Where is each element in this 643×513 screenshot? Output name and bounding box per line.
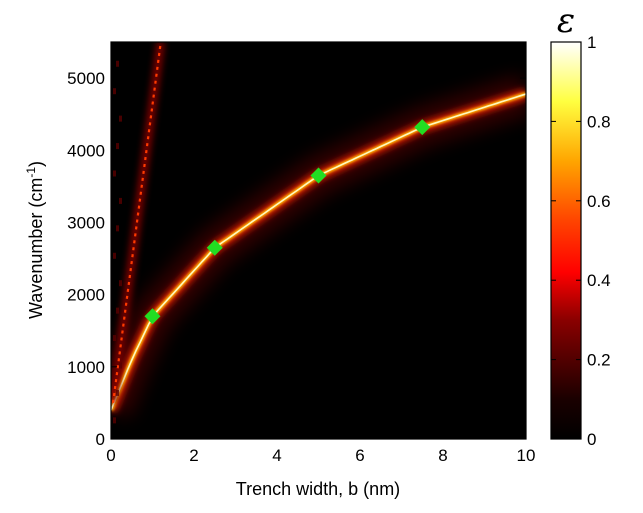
edge-feature <box>113 170 116 177</box>
y-axis: 0 1000 2000 3000 4000 5000 <box>67 69 526 449</box>
y-tick-label: 4000 <box>67 141 105 160</box>
colorbar-tick-label: 0.6 <box>587 192 611 211</box>
data-marker <box>144 308 161 325</box>
y-tick-label: 3000 <box>67 213 105 232</box>
y-axis-label-sup: -1 <box>24 167 38 178</box>
x-tick-label: 6 <box>355 446 364 465</box>
y-tick-label: 5000 <box>67 69 105 88</box>
y-tick-label: 2000 <box>67 286 105 305</box>
x-tick-label: 2 <box>189 446 198 465</box>
colorbar-tick-label: 0 <box>587 430 596 449</box>
y-tick-label: 0 <box>96 430 105 449</box>
edge-feature <box>113 252 116 259</box>
x-tick-label: 0 <box>106 446 115 465</box>
edge-feature <box>116 143 119 150</box>
colorbar-tick-label: 0.4 <box>587 271 611 290</box>
colorbar-tick-label: 0.2 <box>587 351 611 370</box>
data-marker <box>206 239 223 256</box>
data-marker <box>414 119 431 136</box>
colorbar-tick-label: 1 <box>587 33 596 52</box>
x-tick-label: 4 <box>272 446 281 465</box>
edge-feature <box>119 197 122 204</box>
colorbar-title: ε <box>557 1 575 41</box>
edge-feature <box>113 335 116 342</box>
edge-feature <box>113 88 116 95</box>
marker-layer <box>144 119 431 325</box>
edge-feature <box>119 362 122 369</box>
edge-feature <box>119 115 122 122</box>
edge-feature <box>119 280 122 287</box>
x-axis: 0 2 4 6 8 10 <box>106 42 535 465</box>
colorbar-tick-label: 0.8 <box>587 112 611 131</box>
y-axis-label-tail: ) <box>26 161 46 167</box>
x-tick-label: 10 <box>517 446 536 465</box>
edge-feature <box>116 389 119 396</box>
edge-feature <box>116 307 119 314</box>
secondary-resonance-line <box>111 42 162 404</box>
edge-feature <box>116 60 119 67</box>
x-axis-label: Trench width, b (nm) <box>236 479 400 499</box>
y-axis-label-main: Wavenumber (cm <box>26 178 46 319</box>
y-tick-label: 1000 <box>67 358 105 377</box>
colorbar-axis: 0 0.2 0.4 0.6 0.8 1 <box>551 33 611 449</box>
plot-frame <box>110 41 527 440</box>
data-marker <box>310 167 327 184</box>
edge-feature <box>116 225 119 232</box>
colorbar <box>550 41 582 440</box>
edge-feature <box>113 417 116 424</box>
x-tick-label: 8 <box>438 446 447 465</box>
y-axis-label: Wavenumber (cm-1) <box>24 161 46 319</box>
